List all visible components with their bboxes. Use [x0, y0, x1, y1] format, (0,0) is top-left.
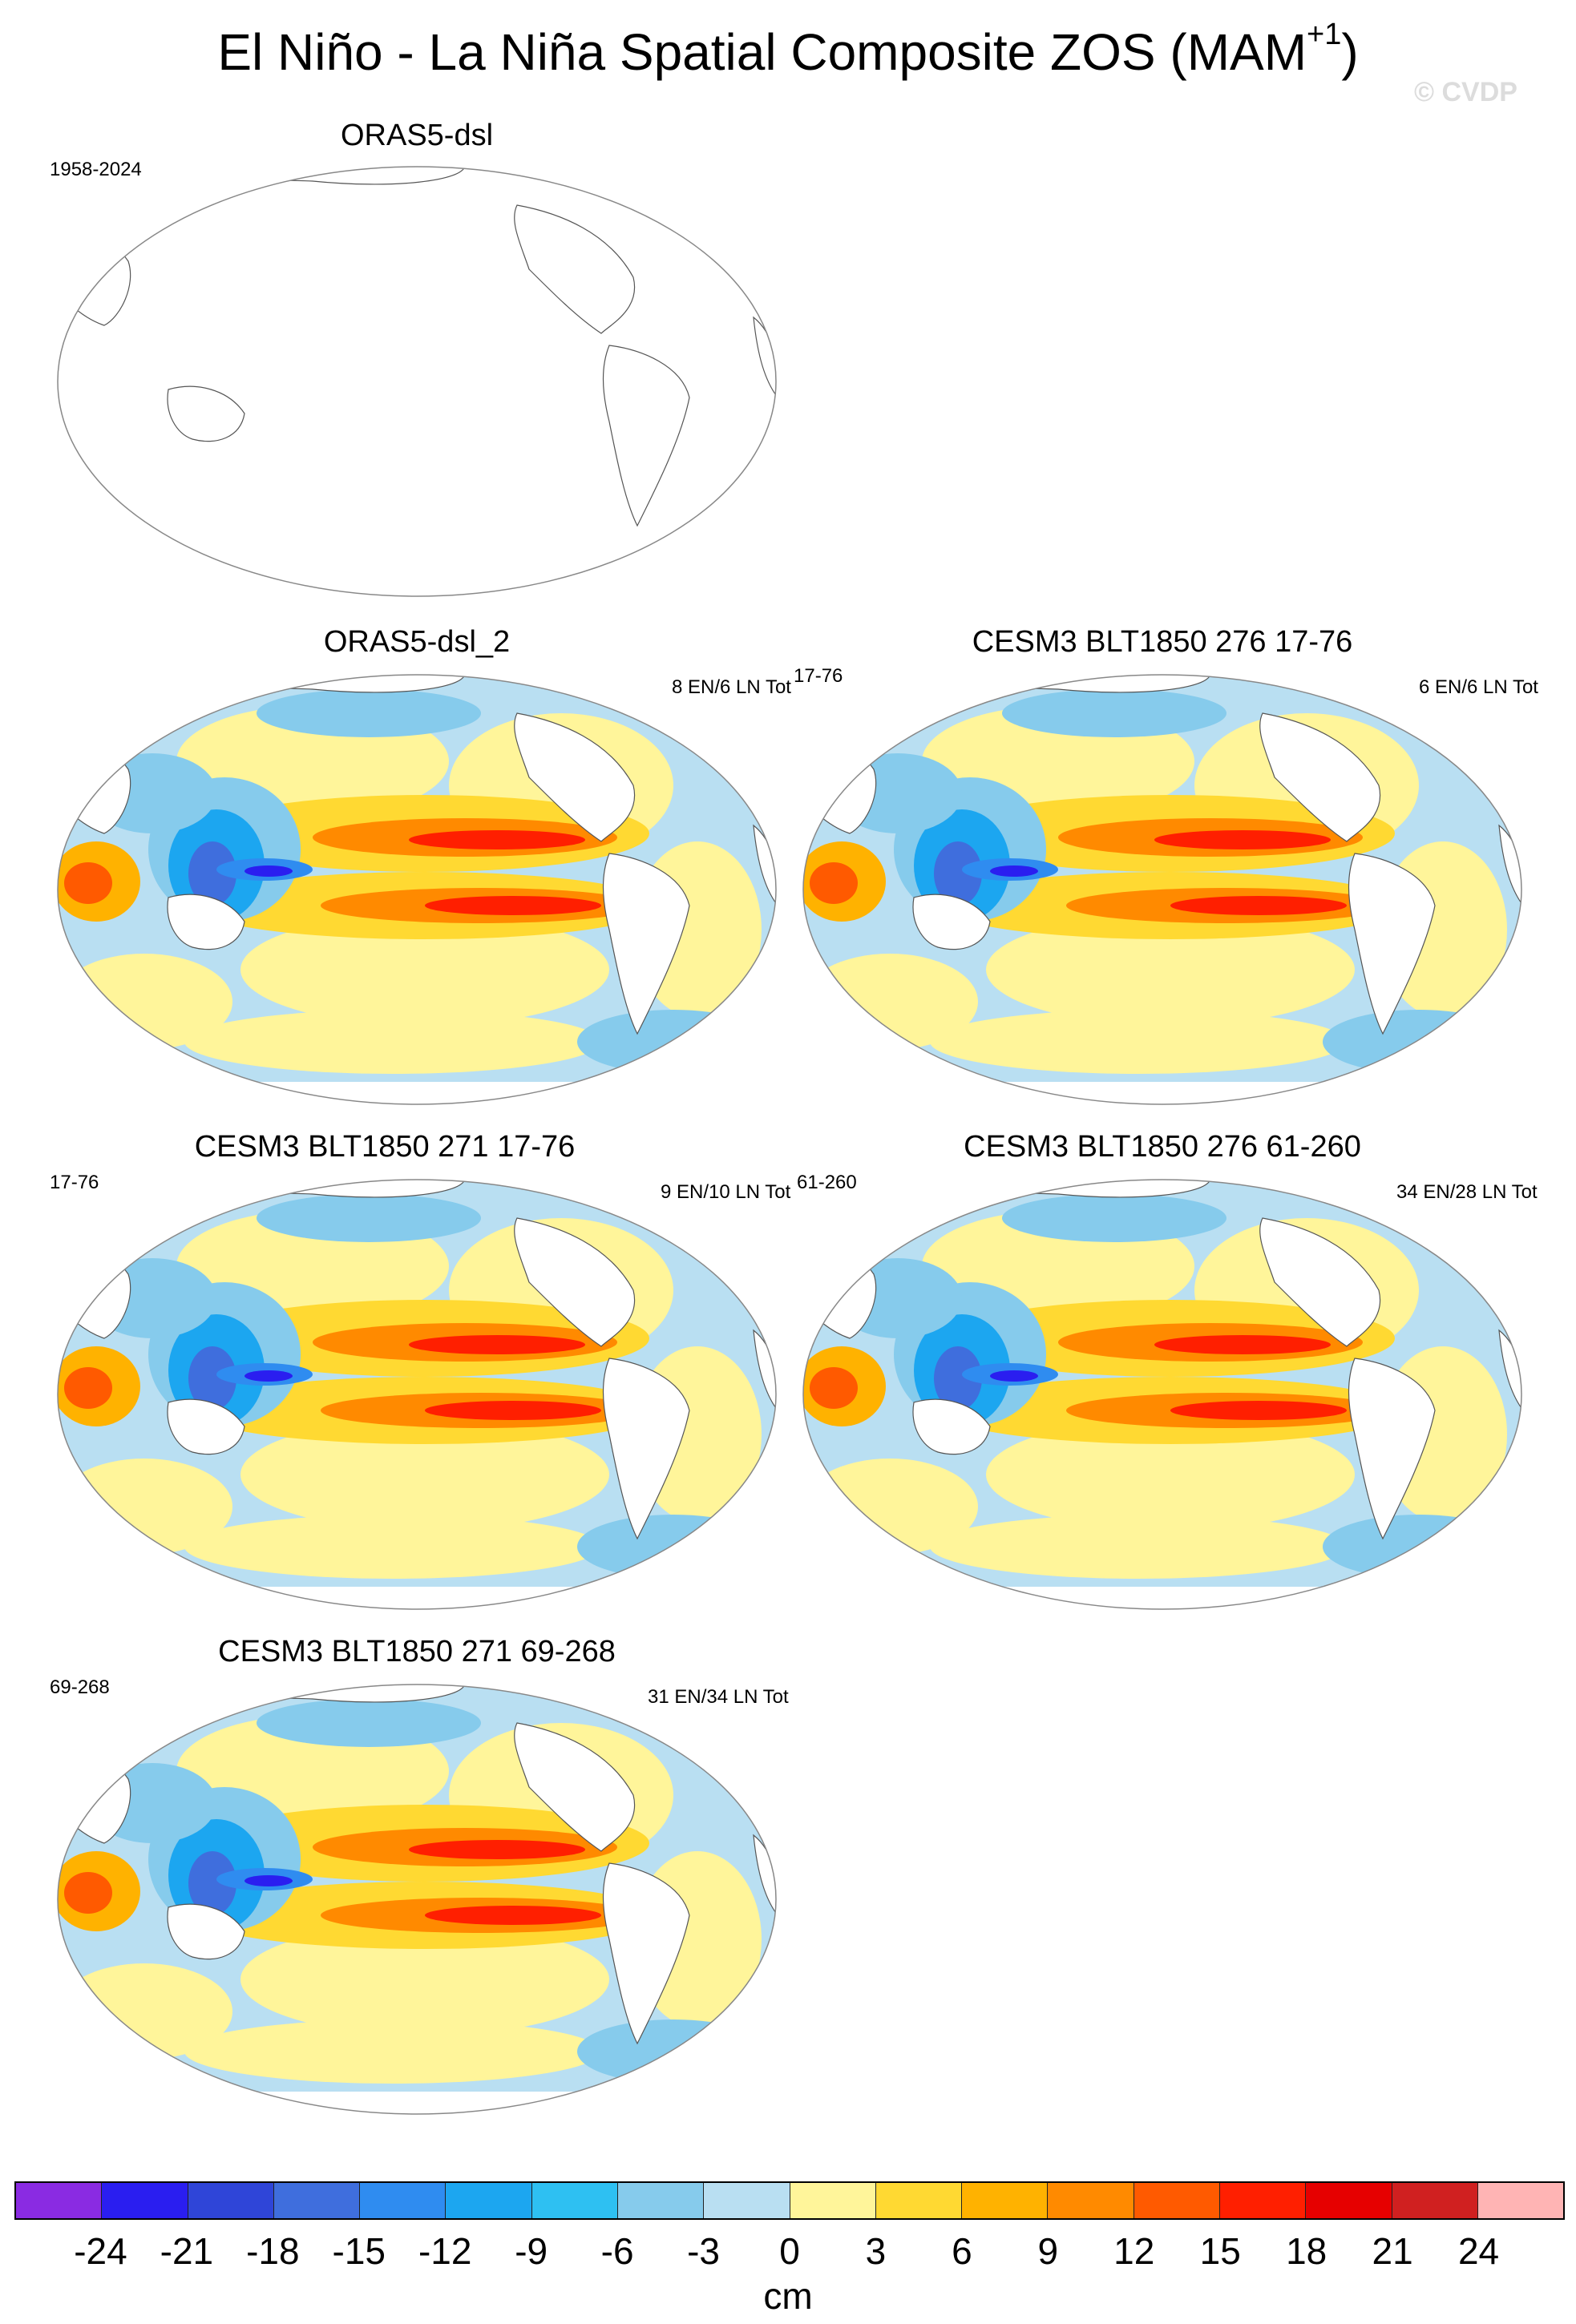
colorbar-swatch: [875, 2183, 963, 2218]
panel-3-title: CESM3 BLT1850 276 17-76: [972, 625, 1353, 659]
colorbar-swatch: [188, 2183, 274, 2218]
colorbar-tick-label: -18: [246, 2230, 300, 2272]
colorbar-units: cm: [763, 2275, 813, 2317]
colorbar-swatch: [962, 2183, 1049, 2218]
colorbar-swatch: [446, 2183, 532, 2218]
colorbar-swatch: [617, 2183, 705, 2218]
colorbar-tick-label: 6: [952, 2230, 972, 2272]
panel-6-map: [57, 1684, 777, 2115]
panel-5-event-count: 34 EN/28 LN Tot: [1396, 1181, 1538, 1203]
panel-1-period-label: 1958-2024: [50, 159, 142, 180]
colorbar-swatch: [1048, 2183, 1134, 2218]
colorbar-tick-label: -15: [332, 2230, 386, 2272]
colorbar-swatch: [16, 2183, 103, 2218]
colorbar-tick-label: 9: [1037, 2230, 1059, 2272]
colorbar-swatch: [1392, 2183, 1478, 2218]
colorbar-swatch: [531, 2183, 618, 2218]
colorbar-swatch: [704, 2183, 790, 2218]
colorbar-swatch: [360, 2183, 447, 2218]
colorbar-tick-label: 3: [865, 2230, 887, 2272]
colorbar-tick-label: -9: [515, 2230, 548, 2272]
panel-2-event-count: 8 EN/6 LN Tot: [672, 676, 791, 698]
colorbar-tick-label: -24: [74, 2230, 127, 2272]
panel-5-title: CESM3 BLT1850 276 61-260: [964, 1130, 1361, 1164]
colorbar-tick-label: 0: [779, 2230, 800, 2272]
panel-3-event-count: 6 EN/6 LN Tot: [1419, 676, 1538, 698]
colorbar-swatch: [1306, 2183, 1392, 2218]
colorbar-swatch: [273, 2183, 361, 2218]
panel-2-title: ORAS5-dsl_2: [323, 625, 511, 659]
figure-title: El Niño - La Niña Spatial Composite ZOS …: [217, 18, 1359, 81]
panel-3-map: [802, 674, 1522, 1105]
panel-4-period-label: 17-76: [50, 1172, 99, 1193]
colorbar-tick-label: -12: [418, 2230, 472, 2272]
panel-4-event-count: 9 EN/10 LN Tot: [661, 1181, 791, 1203]
watermark: © CVDP: [1414, 77, 1517, 107]
panel-1-title: ORAS5-dsl: [340, 119, 494, 152]
colorbar: [14, 2181, 1565, 2220]
colorbar-tick-label: -3: [687, 2230, 720, 2272]
colorbar-swatch: [1219, 2183, 1307, 2218]
panel-5-period-label: 61-260: [797, 1172, 857, 1193]
panel-4-map: [57, 1179, 777, 1610]
colorbar-tick-label: -21: [160, 2230, 214, 2272]
panel-6-event-count: 31 EN/34 LN Tot: [648, 1686, 789, 1708]
colorbar-tick-label: 21: [1372, 2230, 1413, 2272]
panel-4-title: CESM3 BLT1850 271 17-76: [194, 1130, 576, 1164]
panel-5-map: [802, 1179, 1522, 1610]
panel-1-map: [57, 166, 777, 597]
colorbar-swatch: [790, 2183, 876, 2218]
colorbar-tick-label: 18: [1286, 2230, 1327, 2272]
colorbar-swatch: [102, 2183, 188, 2218]
panel-3-period-label: 17-76: [794, 665, 843, 687]
colorbar-tick-label: 15: [1199, 2230, 1241, 2272]
colorbar-swatch: [1477, 2183, 1564, 2218]
colorbar-tick-label: 24: [1457, 2230, 1500, 2272]
panel-2-map: [57, 674, 777, 1105]
colorbar-tick-label: -6: [600, 2230, 634, 2272]
colorbar-tick-label: 12: [1113, 2230, 1155, 2272]
colorbar-swatch: [1134, 2183, 1220, 2218]
panel-6-title: CESM3 BLT1850 271 69-268: [218, 1635, 616, 1668]
panel-6-period-label: 69-268: [50, 1676, 110, 1698]
